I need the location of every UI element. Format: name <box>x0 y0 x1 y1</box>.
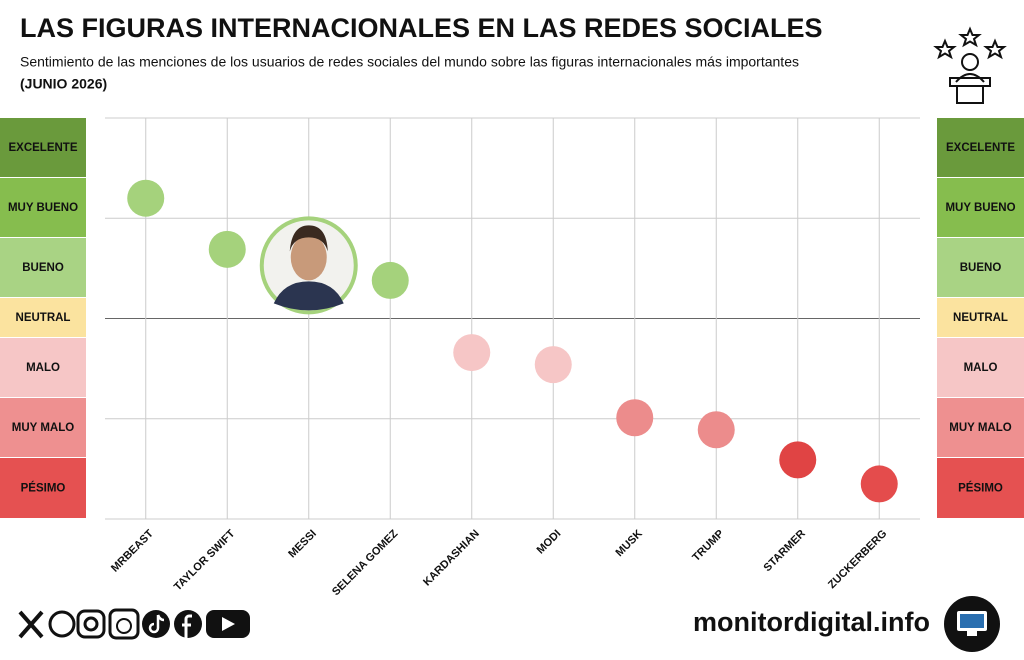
social-icons <box>20 610 250 638</box>
sentiment-label: MALO <box>26 362 60 374</box>
x-tick-label: TRUMP <box>690 528 726 564</box>
data-point <box>861 465 898 502</box>
data-point <box>535 346 572 383</box>
data-point <box>779 441 816 478</box>
x-tick-label: MUSK <box>614 528 645 559</box>
date: (JUNIO 2026) <box>20 76 107 92</box>
sentiment-label: MUY BUENO <box>945 202 1015 214</box>
x-tick-label: SELENA GOMEZ <box>330 528 401 599</box>
x-tick-label: MODI <box>535 528 564 557</box>
sentiment-label: BUENO <box>960 262 1002 274</box>
data-point <box>616 399 653 436</box>
data-point <box>372 262 409 299</box>
sentiment-label: MUY MALO <box>949 422 1011 434</box>
sentiment-label: EXCELENTE <box>946 142 1015 154</box>
x-tick-label: TAYLOR SWIFT <box>172 527 238 593</box>
subtitle: Sentimiento de las menciones de los usua… <box>20 54 799 70</box>
x-tick-label: MESSI <box>286 528 319 561</box>
x-tick-label: KARDASHIAN <box>421 528 482 589</box>
x-tick-label: MRBEAST <box>109 527 156 574</box>
sentiment-label: EXCELENTE <box>8 142 77 154</box>
sentiment-label: NEUTRAL <box>953 312 1008 324</box>
portrait-head <box>291 234 327 280</box>
sentiment-label: NEUTRAL <box>16 312 71 324</box>
chart-title: LAS FIGURAS INTERNACIONALES EN LAS REDES… <box>20 13 823 43</box>
sentiment-label: MUY MALO <box>12 422 74 434</box>
header-icon <box>936 29 1004 103</box>
data-point <box>453 334 490 371</box>
sentiment-label: PÉSIMO <box>958 482 1003 495</box>
site-logo <box>944 596 1000 652</box>
site-name: monitordigital.info <box>693 607 930 637</box>
data-point <box>127 180 164 217</box>
sentiment-label: PÉSIMO <box>21 482 66 495</box>
sentiment-label: BUENO <box>22 262 64 274</box>
x-tick-label: ZUCKERBERG <box>826 528 889 591</box>
data-point <box>698 411 735 448</box>
sentiment-label: MUY BUENO <box>8 202 78 214</box>
x-tick-label: STARMER <box>762 528 808 574</box>
data-point <box>209 231 246 268</box>
sentiment-label: MALO <box>964 362 998 374</box>
